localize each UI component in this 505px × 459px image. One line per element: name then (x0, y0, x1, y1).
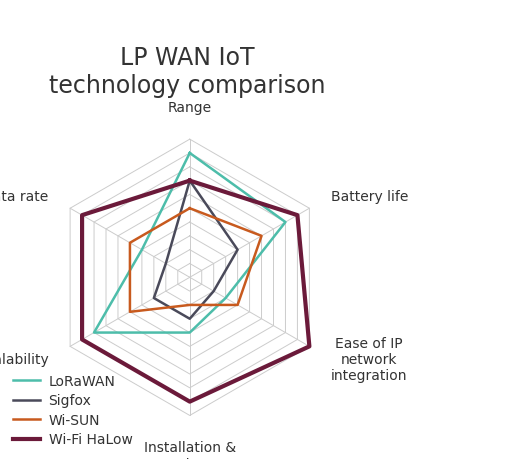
Text: Range: Range (167, 101, 212, 115)
Text: LP WAN IoT
technology comparison: LP WAN IoT technology comparison (49, 46, 325, 98)
Text: Installation &
operating cost
efficiency: Installation & operating cost efficiency (139, 440, 239, 459)
Legend: LoRaWAN, Sigfox, Wi-SUN, Wi-Fi HaLow: LoRaWAN, Sigfox, Wi-SUN, Wi-Fi HaLow (7, 369, 138, 452)
Text: Scalability: Scalability (0, 352, 48, 366)
Text: Ease of IP
network
integration: Ease of IP network integration (330, 336, 407, 382)
Text: Battery life: Battery life (330, 190, 408, 203)
Text: Data rate: Data rate (0, 190, 48, 203)
